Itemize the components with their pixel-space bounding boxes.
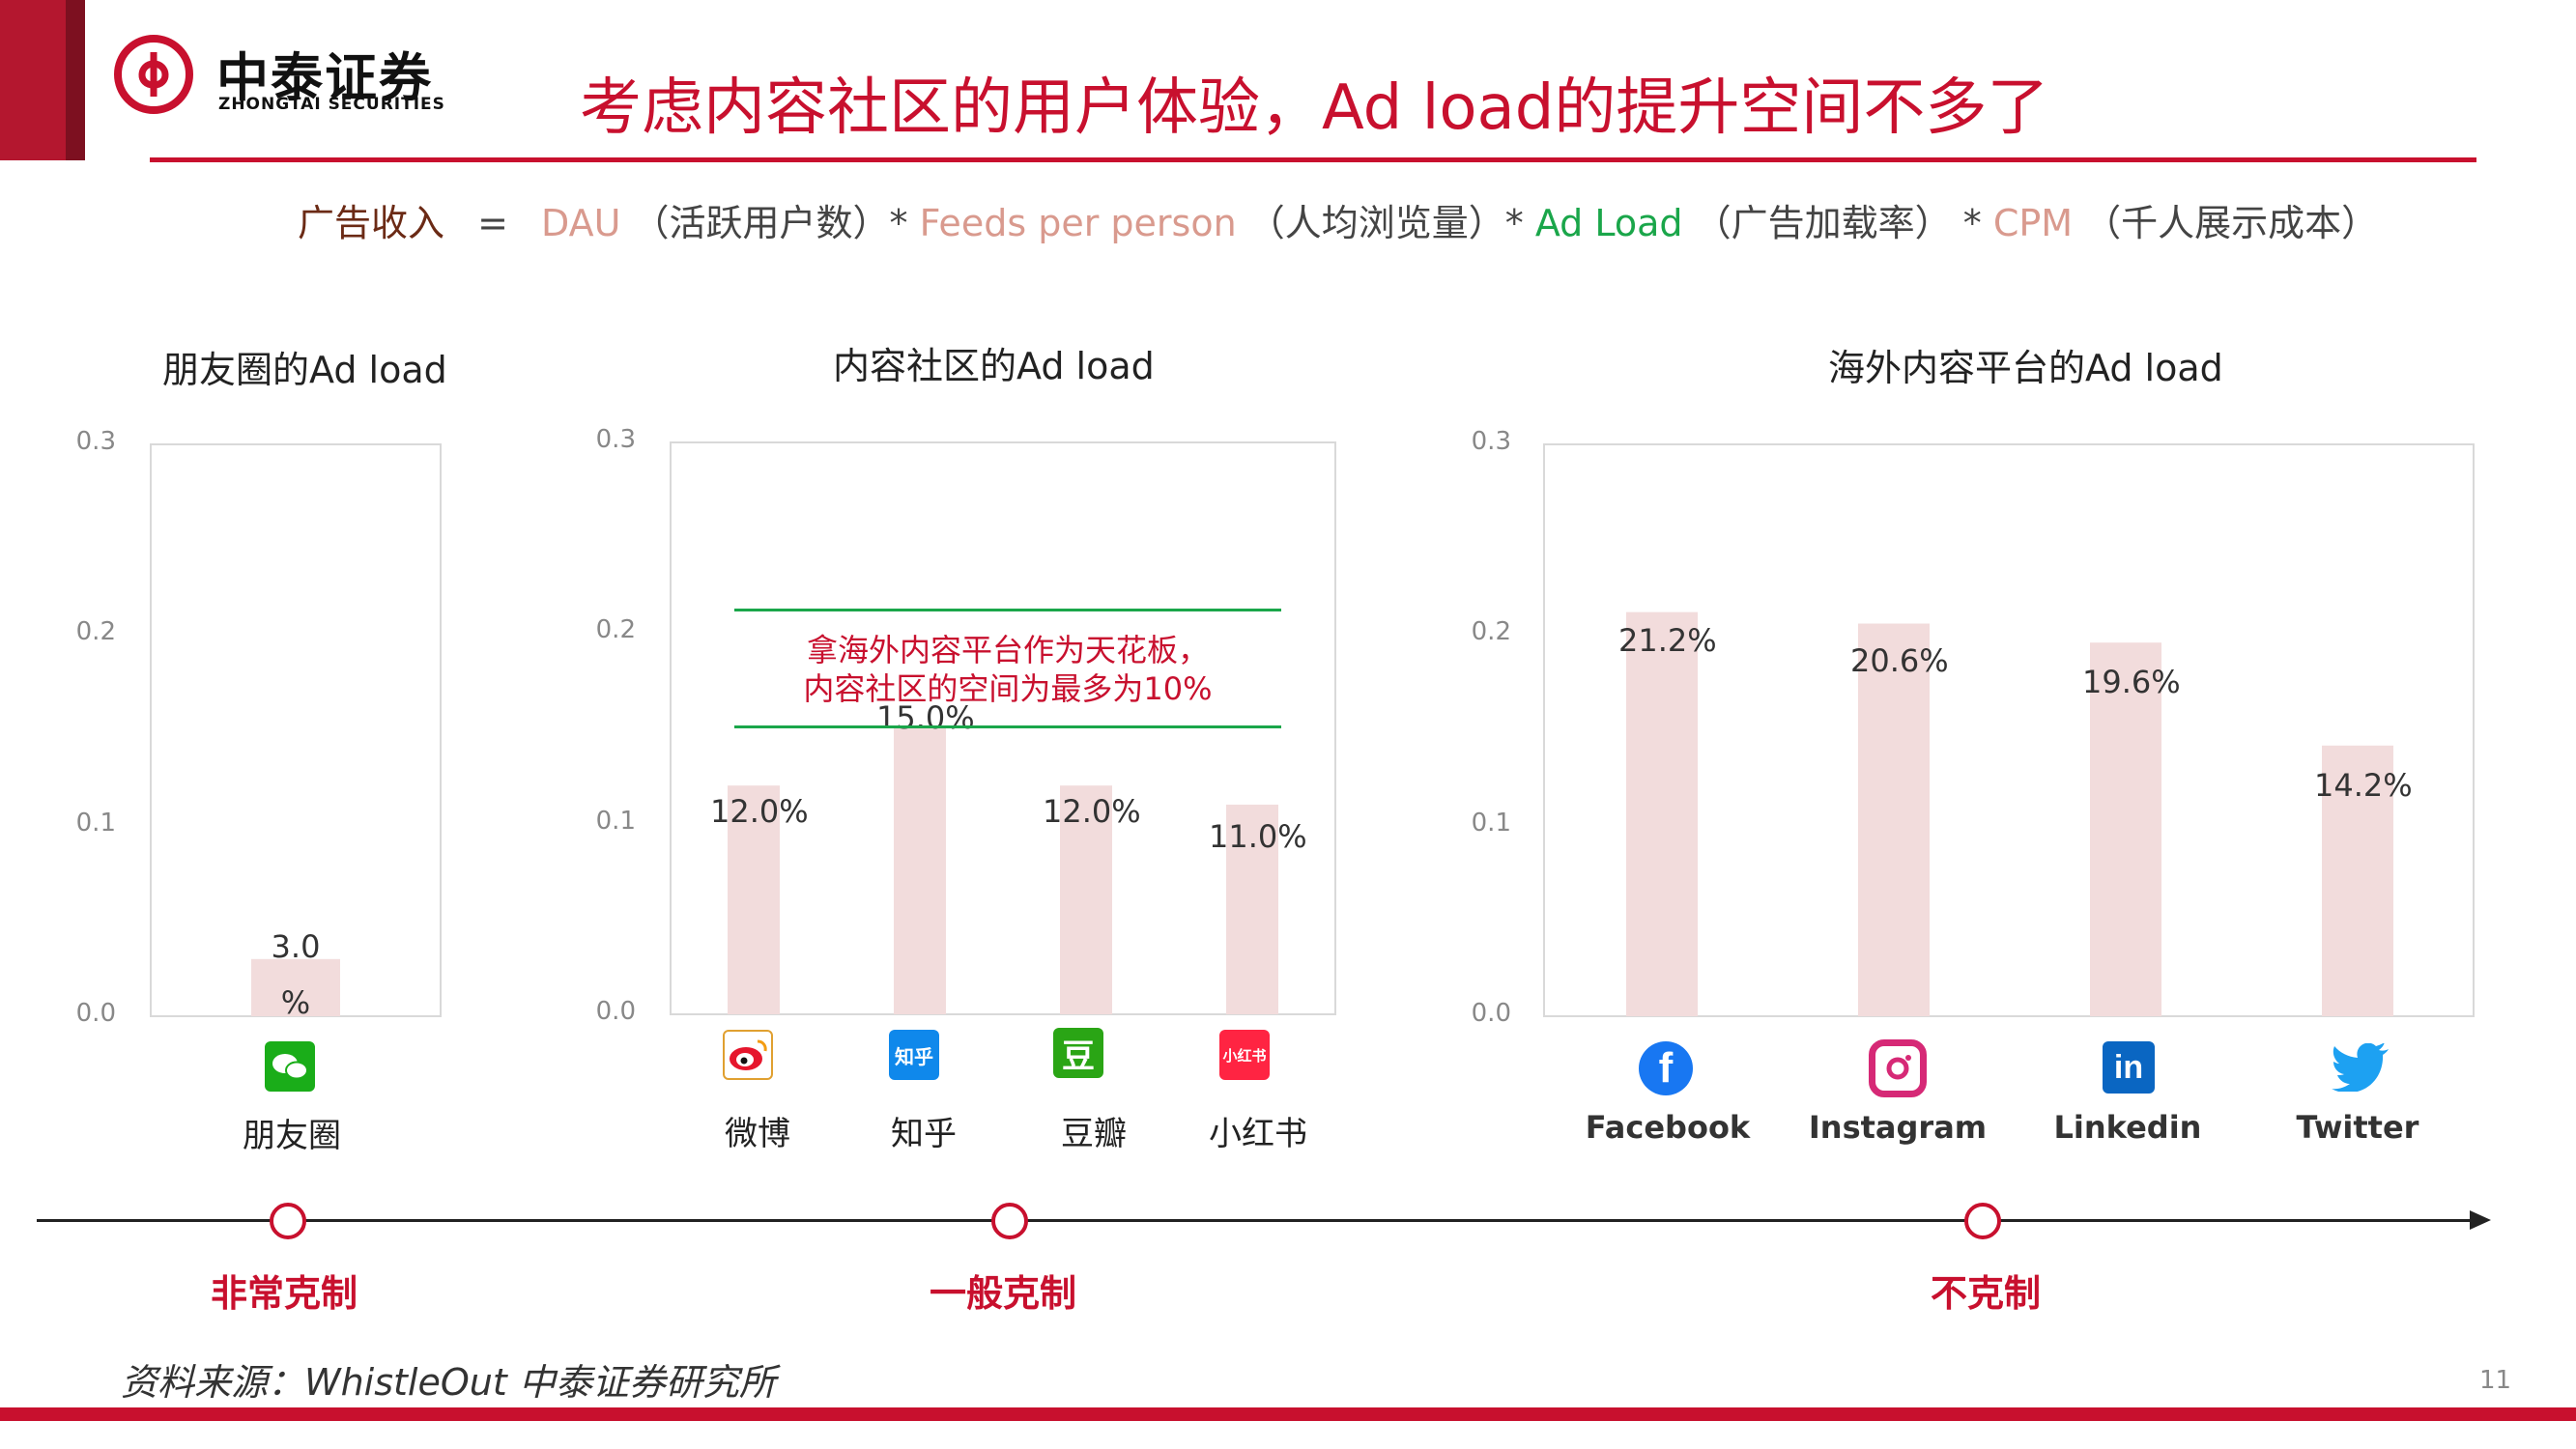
annotation-line-1: 拿海外内容平台作为天花板， [806, 632, 1209, 668]
formula-adload: Ad Load [1534, 202, 1683, 244]
label-facebook: Facebook [1585, 1109, 1751, 1146]
data-label-2-3: 14.2% [2314, 766, 2413, 804]
y-tick-label-0: 0.1 [75, 808, 116, 838]
footer-bar [0, 1407, 2576, 1421]
data-label-1-0: 12.0% [710, 793, 809, 831]
data-label-0-0: 3.0 % [271, 927, 321, 1021]
label-instagram: Instagram [1808, 1109, 1988, 1146]
label-twitter: Twitter [2296, 1109, 2419, 1146]
y-tick-label-2: 0.0 [1471, 999, 1511, 1028]
header-accent-bar [0, 0, 66, 160]
formula-cpm: CPM [1992, 202, 2074, 244]
data-label-1-2: 12.0% [1043, 793, 1141, 831]
source-note: 资料来源：WhistleOut 中泰证券研究所 [121, 1361, 776, 1404]
y-tick-label-2: 0.2 [1471, 617, 1511, 647]
label-weibo: 微博 [725, 1115, 790, 1153]
xiaohongshu-icon: 小红书 [1219, 1030, 1270, 1080]
timeline-label-very-restrained: 非常克制 [211, 1272, 358, 1315]
label-pyq: 朋友圈 [243, 1117, 341, 1155]
data-label-2-2: 19.6% [2082, 664, 2181, 701]
y-tick-label-2: 0.3 [1471, 427, 1511, 456]
chart-title-communities: 内容社区的Ad load [833, 345, 1155, 387]
y-tick-label-0: 0.0 [75, 999, 116, 1028]
bar-2-0 [1626, 611, 1698, 1016]
y-tick-label-0: 0.2 [75, 617, 116, 647]
facebook-icon: f [1639, 1041, 1693, 1095]
annotation-bottom-line [734, 725, 1281, 728]
bar-2-1 [1858, 623, 1930, 1016]
chart-frame-2 [1543, 443, 2475, 1017]
timeline-node-2 [991, 1203, 1028, 1239]
bar-1-1 [894, 728, 946, 1014]
data-label-2-1: 20.6% [1850, 642, 1949, 680]
ceiling-annotation: 拿海外内容平台作为天花板， 内容社区的空间为最多为10% [734, 609, 1281, 728]
formula-feeds-desc: （人均浏览量）* [1247, 202, 1524, 244]
label-zhihu: 知乎 [891, 1115, 957, 1153]
title-divider [150, 157, 2476, 162]
label-xiaohongshu: 小红书 [1209, 1115, 1307, 1153]
timeline-node-3 [1964, 1203, 2001, 1239]
bar-2-3 [2322, 745, 2393, 1016]
label-douban: 豆瓣 [1061, 1115, 1127, 1153]
chart-title-overseas: 海外内容平台的Ad load [1828, 347, 2223, 389]
timeline-label-moderate: 一般克制 [930, 1272, 1077, 1315]
formula-revenue: 广告收入 [298, 202, 445, 244]
logo-text-en: ZHONGTAI SECURITIES [218, 95, 445, 114]
data-label-1-1: 15.0% [876, 699, 975, 736]
instagram-icon [1869, 1039, 1927, 1097]
y-tick-label-1: 0.3 [595, 425, 636, 454]
annotation-top-line [734, 609, 1281, 611]
formula-line: 广告收入 = DAU （活跃用户数）* Feeds per person （人均… [298, 193, 2378, 246]
douban-icon: 豆 [1053, 1028, 1103, 1078]
formula-dau: DAU [541, 202, 621, 244]
label-linkedin: Linkedin [2053, 1109, 2202, 1146]
zhihu-icon: 知乎 [889, 1030, 939, 1080]
chart-frame-1 [670, 441, 1336, 1015]
formula-feeds: Feeds per person [919, 202, 1237, 244]
zhongtai-logo-icon [114, 35, 193, 114]
bar-0-0 [251, 958, 340, 1016]
y-tick-label-1: 0.1 [595, 806, 636, 836]
twitter-icon [2331, 1041, 2389, 1094]
logo-text-cn: 中泰证券 [216, 47, 433, 108]
y-tick-label-2: 0.1 [1471, 808, 1511, 838]
formula-cpm-desc: （千人展示成本） [2084, 202, 2379, 244]
timeline-node-1 [270, 1203, 306, 1239]
formula-equals: = [477, 202, 508, 244]
restraint-timeline [37, 1219, 2474, 1222]
y-tick-label-1: 0.2 [595, 615, 636, 645]
formula-adload-desc: （广告加载率） * [1694, 202, 1982, 244]
annotation-line-2: 内容社区的空间为最多为10% [803, 670, 1213, 707]
linkedin-icon: in [2103, 1041, 2155, 1094]
y-tick-label-0: 0.3 [75, 427, 116, 456]
weibo-icon [723, 1030, 773, 1080]
bar-1-0 [728, 785, 780, 1014]
chart-title-moments: 朋友圈的Ad load [162, 349, 447, 391]
header-accent-bar-dark [66, 0, 85, 160]
formula-dau-desc: （活跃用户数）* [632, 202, 908, 244]
y-tick-label-1: 0.0 [595, 997, 636, 1026]
page-number: 11 [2479, 1366, 2512, 1395]
timeline-label-unrestrained: 不克制 [1931, 1272, 2042, 1315]
wechat-moments-icon [265, 1041, 315, 1092]
data-label-1-3: 11.0% [1209, 817, 1307, 855]
timeline-arrow [2470, 1210, 2491, 1230]
bar-2-2 [2090, 642, 2161, 1016]
page-title: 考虑内容社区的用户体验，Ad load的提升空间不多了 [580, 72, 2049, 144]
bar-1-2 [1060, 785, 1112, 1014]
bar-1-3 [1226, 804, 1278, 1014]
data-label-2-0: 21.2% [1618, 621, 1717, 659]
